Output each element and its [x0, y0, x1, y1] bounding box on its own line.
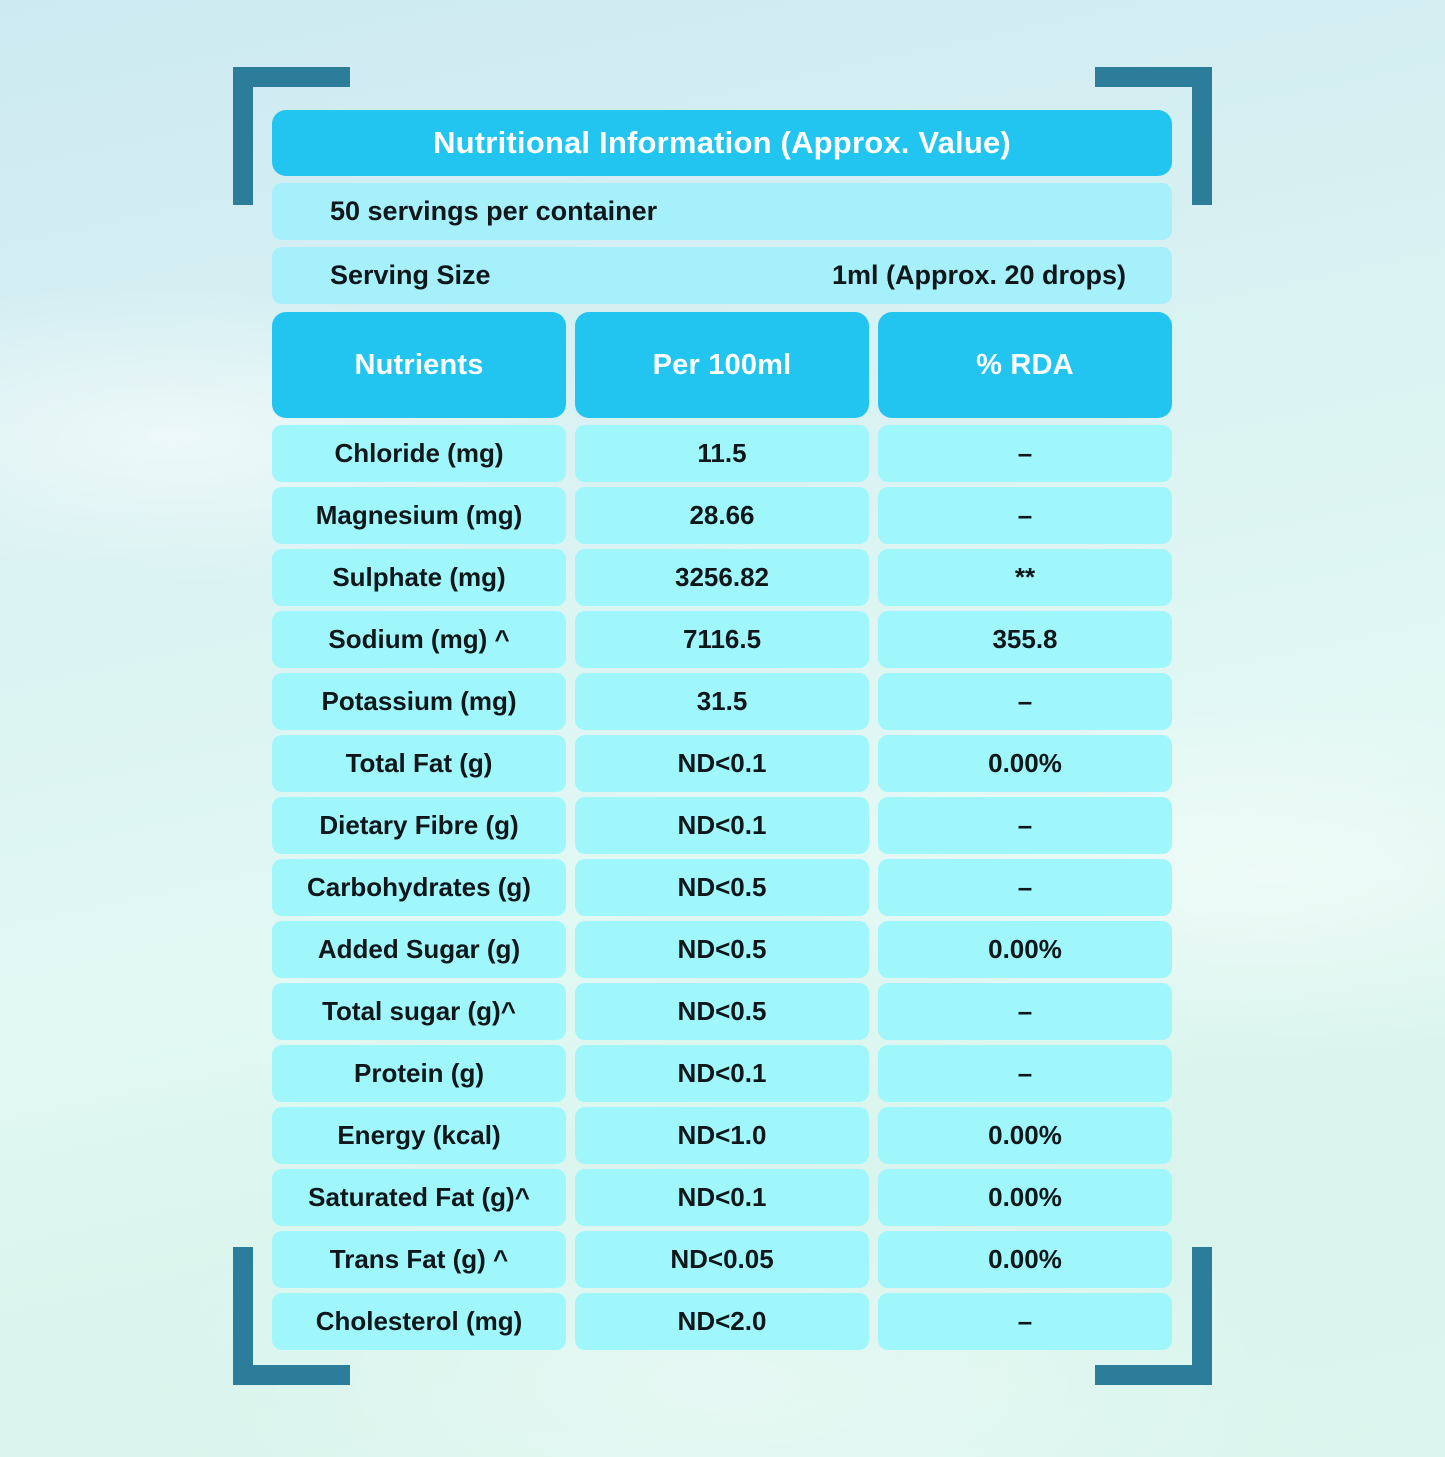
corner-bracket-top-right-icon	[1095, 67, 1212, 205]
rda-value-cell: 0.00%	[878, 921, 1172, 978]
column-header-nutrients: Nutrients	[272, 312, 566, 418]
rda-value-cell: **	[878, 549, 1172, 606]
table-body: Chloride (mg) 11.5 – Magnesium (mg) 28.6…	[272, 425, 1172, 1350]
table-row: Carbohydrates (g) ND<0.5 –	[272, 859, 1172, 916]
rda-value-cell: 0.00%	[878, 1107, 1172, 1164]
nutrient-name-cell: Total Fat (g)	[272, 735, 566, 792]
rda-value-cell: –	[878, 1045, 1172, 1102]
per-100ml-value-cell: ND<1.0	[575, 1107, 869, 1164]
table-row: Sulphate (mg) 3256.82 **	[272, 549, 1172, 606]
per-100ml-value-cell: 7116.5	[575, 611, 869, 668]
table-header-row: Nutrients Per 100ml % RDA	[272, 312, 1172, 418]
table-row: Trans Fat (g) ^ ND<0.05 0.00%	[272, 1231, 1172, 1288]
corner-bracket-bottom-left-icon	[233, 1247, 350, 1385]
table-row: Sodium (mg) ^ 7116.5 355.8	[272, 611, 1172, 668]
per-100ml-value-cell: ND<0.1	[575, 1045, 869, 1102]
per-100ml-value-cell: ND<0.05	[575, 1231, 869, 1288]
rda-value-cell: –	[878, 425, 1172, 482]
nutrient-name-cell: Protein (g)	[272, 1045, 566, 1102]
per-100ml-value-cell: 31.5	[575, 673, 869, 730]
rda-value-cell: 0.00%	[878, 1169, 1172, 1226]
table-row: Saturated Fat (g)^ ND<0.1 0.00%	[272, 1169, 1172, 1226]
per-100ml-value-cell: 28.66	[575, 487, 869, 544]
table-row: Dietary Fibre (g) ND<0.1 –	[272, 797, 1172, 854]
per-100ml-value-cell: ND<0.5	[575, 859, 869, 916]
rda-value-cell: 355.8	[878, 611, 1172, 668]
nutrient-name-cell: Potassium (mg)	[272, 673, 566, 730]
nutrient-name-cell: Cholesterol (mg)	[272, 1293, 566, 1350]
per-100ml-value-cell: ND<0.1	[575, 1169, 869, 1226]
per-100ml-value-cell: ND<0.5	[575, 921, 869, 978]
nutrient-name-cell: Saturated Fat (g)^	[272, 1169, 566, 1226]
nutrient-name-cell: Trans Fat (g) ^	[272, 1231, 566, 1288]
nutrient-name-cell: Total sugar (g)^	[272, 983, 566, 1040]
table-row: Total Fat (g) ND<0.1 0.00%	[272, 735, 1172, 792]
table-row: Protein (g) ND<0.1 –	[272, 1045, 1172, 1102]
table-row: Potassium (mg) 31.5 –	[272, 673, 1172, 730]
table-row: Energy (kcal) ND<1.0 0.00%	[272, 1107, 1172, 1164]
table-row: Chloride (mg) 11.5 –	[272, 425, 1172, 482]
nutrient-name-cell: Energy (kcal)	[272, 1107, 566, 1164]
serving-size-label: Serving Size	[330, 260, 491, 290]
per-100ml-value-cell: ND<0.5	[575, 983, 869, 1040]
title-bar: Nutritional Information (Approx. Value)	[272, 110, 1172, 176]
column-header-rda: % RDA	[878, 312, 1172, 418]
table-row: Added Sugar (g) ND<0.5 0.00%	[272, 921, 1172, 978]
page-title: Nutritional Information (Approx. Value)	[433, 125, 1011, 160]
table-row: Magnesium (mg) 28.66 –	[272, 487, 1172, 544]
table-row: Total sugar (g)^ ND<0.5 –	[272, 983, 1172, 1040]
servings-per-container-label: 50 servings per container	[330, 196, 658, 226]
corner-bracket-bottom-right-icon	[1095, 1247, 1212, 1385]
nutrient-name-cell: Sulphate (mg)	[272, 549, 566, 606]
nutrient-name-cell: Sodium (mg) ^	[272, 611, 566, 668]
nutrient-name-cell: Dietary Fibre (g)	[272, 797, 566, 854]
nutrient-name-cell: Added Sugar (g)	[272, 921, 566, 978]
nutrition-table-panel: Nutritional Information (Approx. Value) …	[272, 110, 1172, 1355]
serving-size-row: Serving Size 1ml (Approx. 20 drops)	[272, 247, 1172, 304]
nutrient-name-cell: Carbohydrates (g)	[272, 859, 566, 916]
rda-value-cell: –	[878, 797, 1172, 854]
per-100ml-value-cell: ND<0.1	[575, 735, 869, 792]
rda-value-cell: 0.00%	[878, 735, 1172, 792]
servings-per-container-row: 50 servings per container	[272, 183, 1172, 240]
corner-bracket-top-left-icon	[233, 67, 350, 205]
per-100ml-value-cell: ND<2.0	[575, 1293, 869, 1350]
rda-value-cell: –	[878, 983, 1172, 1040]
nutrient-name-cell: Magnesium (mg)	[272, 487, 566, 544]
per-100ml-value-cell: ND<0.1	[575, 797, 869, 854]
per-100ml-value-cell: 11.5	[575, 425, 869, 482]
serving-size-value: 1ml (Approx. 20 drops)	[831, 260, 1126, 290]
rda-value-cell: –	[878, 1293, 1172, 1350]
table-row: Cholesterol (mg) ND<2.0 –	[272, 1293, 1172, 1350]
rda-value-cell: 0.00%	[878, 1231, 1172, 1288]
rda-value-cell: –	[878, 673, 1172, 730]
column-header-per-100ml: Per 100ml	[575, 312, 869, 418]
rda-value-cell: –	[878, 859, 1172, 916]
rda-value-cell: –	[878, 487, 1172, 544]
per-100ml-value-cell: 3256.82	[575, 549, 869, 606]
nutrient-name-cell: Chloride (mg)	[272, 425, 566, 482]
